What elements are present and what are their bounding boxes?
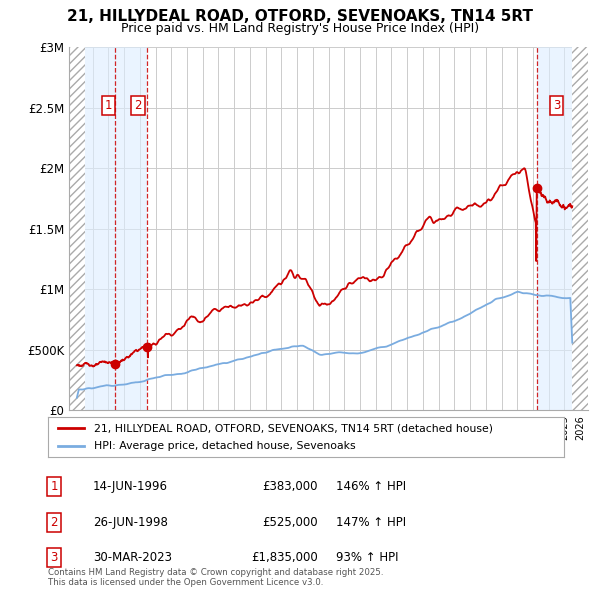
Text: 3: 3 — [50, 551, 58, 564]
Bar — [115, 47, 148, 410]
Bar — [537, 47, 572, 410]
Text: 2: 2 — [134, 99, 142, 112]
Text: Price paid vs. HM Land Registry's House Price Index (HPI): Price paid vs. HM Land Registry's House … — [121, 22, 479, 35]
Bar — [69, 47, 85, 410]
Text: 93% ↑ HPI: 93% ↑ HPI — [336, 551, 398, 564]
Text: £383,000: £383,000 — [263, 480, 318, 493]
Text: 30-MAR-2023: 30-MAR-2023 — [93, 551, 172, 564]
Text: 21, HILLYDEAL ROAD, OTFORD, SEVENOAKS, TN14 5RT (detached house): 21, HILLYDEAL ROAD, OTFORD, SEVENOAKS, T… — [94, 424, 493, 434]
Text: 3: 3 — [553, 99, 560, 112]
Text: HPI: Average price, detached house, Sevenoaks: HPI: Average price, detached house, Seve… — [94, 441, 356, 451]
Text: 147% ↑ HPI: 147% ↑ HPI — [336, 516, 406, 529]
Text: £525,000: £525,000 — [262, 516, 318, 529]
Text: 1: 1 — [50, 480, 58, 493]
Text: 1: 1 — [104, 99, 112, 112]
Bar — [85, 47, 115, 410]
Text: 146% ↑ HPI: 146% ↑ HPI — [336, 480, 406, 493]
Text: £1,835,000: £1,835,000 — [251, 551, 318, 564]
Text: 2: 2 — [50, 516, 58, 529]
Text: Contains HM Land Registry data © Crown copyright and database right 2025.
This d: Contains HM Land Registry data © Crown c… — [48, 568, 383, 587]
Bar — [572, 47, 588, 410]
Text: 21, HILLYDEAL ROAD, OTFORD, SEVENOAKS, TN14 5RT: 21, HILLYDEAL ROAD, OTFORD, SEVENOAKS, T… — [67, 9, 533, 24]
Text: 14-JUN-1996: 14-JUN-1996 — [93, 480, 168, 493]
Text: 26-JUN-1998: 26-JUN-1998 — [93, 516, 168, 529]
